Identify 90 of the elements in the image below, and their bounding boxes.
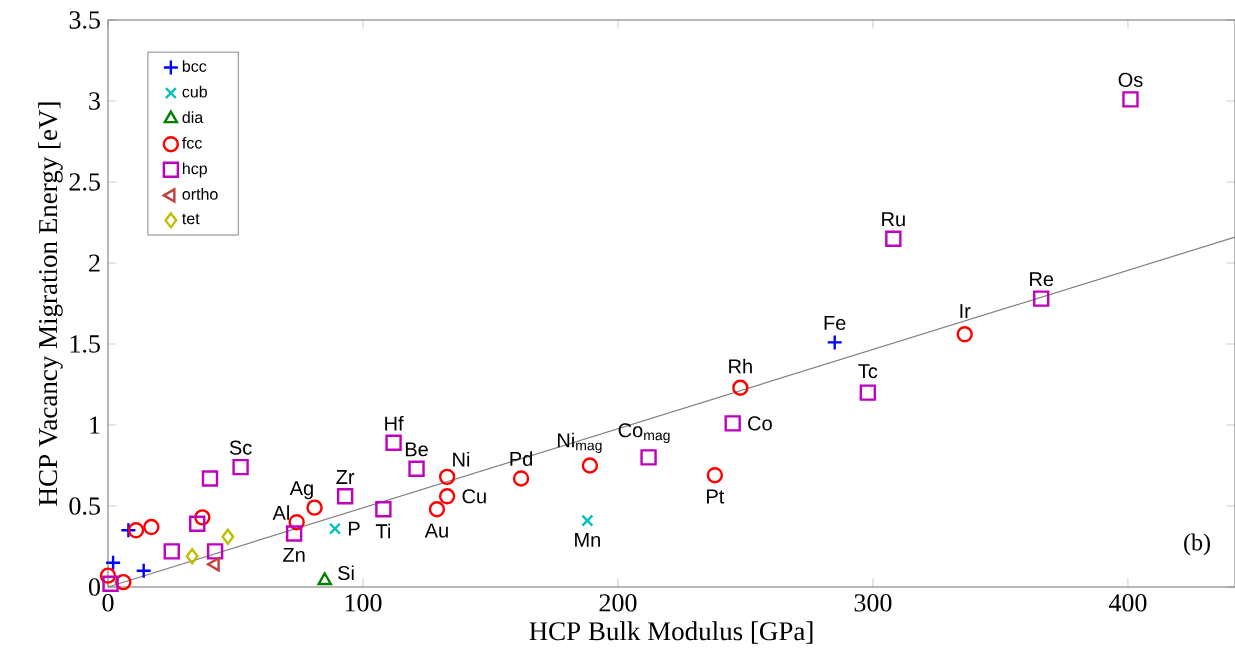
annotation: Pt bbox=[707, 489, 725, 504]
annotation: Ti bbox=[375, 523, 391, 539]
annotation: Al bbox=[272, 505, 289, 520]
point bbox=[99, 567, 117, 584]
legend-label: fcc bbox=[182, 136, 202, 149]
annotation: Be bbox=[405, 442, 428, 457]
y-tick-label: 3 bbox=[89, 92, 100, 110]
x-axis-title: HCP Bulk Modulus [GPa] bbox=[529, 621, 813, 644]
x-tick-label: 0 bbox=[102, 594, 114, 612]
point bbox=[328, 522, 342, 535]
point bbox=[706, 467, 724, 484]
y-tick-label: 1.5 bbox=[70, 335, 100, 353]
annotation: Os bbox=[1118, 72, 1143, 87]
point bbox=[1033, 290, 1050, 307]
point bbox=[336, 488, 354, 505]
annotation: Co bbox=[748, 416, 772, 431]
point bbox=[885, 230, 902, 247]
point bbox=[163, 543, 180, 560]
annotation: Pd bbox=[510, 451, 533, 467]
annotation: Au bbox=[424, 523, 448, 538]
annotation: Co$_{mag}$ bbox=[618, 423, 670, 444]
annotation: Fe bbox=[824, 316, 846, 330]
annotation: Tc bbox=[858, 364, 878, 379]
point bbox=[724, 415, 741, 432]
point bbox=[512, 470, 530, 487]
annotation: Ru bbox=[882, 212, 905, 227]
point bbox=[206, 543, 224, 560]
point bbox=[1122, 91, 1139, 108]
y-tick-label: 3.5 bbox=[69, 11, 100, 29]
legend-label: tet bbox=[182, 213, 200, 225]
legend-label: bcc bbox=[182, 60, 207, 72]
point bbox=[288, 514, 305, 531]
annotation: Ag bbox=[289, 481, 313, 500]
y-tick-label: 2.5 bbox=[69, 173, 100, 191]
annotation: P bbox=[348, 521, 360, 536]
point bbox=[221, 528, 235, 545]
annotation: Mn bbox=[575, 532, 600, 547]
legend-label: ortho bbox=[182, 188, 218, 200]
annotation: (b) bbox=[1184, 533, 1210, 556]
point bbox=[581, 457, 599, 474]
point bbox=[306, 499, 323, 516]
x-tick-label: 400 bbox=[1108, 594, 1147, 612]
annotation: Rh bbox=[729, 358, 752, 374]
point bbox=[385, 434, 402, 452]
legend-label: cub bbox=[182, 85, 207, 98]
point bbox=[859, 384, 877, 401]
y-tick-label: 0.5 bbox=[69, 497, 100, 515]
point bbox=[185, 548, 199, 565]
annotation: Ni$_{mag}$ bbox=[557, 432, 602, 454]
x-tick-label: 300 bbox=[854, 594, 892, 612]
point bbox=[640, 449, 657, 466]
point bbox=[581, 514, 594, 527]
annotation: Hf bbox=[385, 415, 404, 431]
point bbox=[285, 525, 303, 542]
point bbox=[408, 460, 425, 477]
x-tick-label: 200 bbox=[599, 594, 637, 612]
point bbox=[375, 501, 392, 518]
annotation: Re bbox=[1030, 272, 1054, 287]
annotation: Si bbox=[338, 565, 354, 581]
point bbox=[120, 522, 137, 539]
annotation: Zr bbox=[336, 470, 355, 484]
point bbox=[115, 573, 132, 591]
point bbox=[956, 326, 973, 343]
legend-label: dia bbox=[182, 111, 204, 124]
annotation: Cu bbox=[462, 489, 486, 504]
point bbox=[143, 518, 160, 536]
point bbox=[732, 379, 749, 396]
point bbox=[826, 334, 843, 351]
annotation: Zn bbox=[283, 547, 305, 562]
y-tick-label: 1 bbox=[90, 416, 100, 434]
point bbox=[232, 458, 249, 476]
annotation: Ir bbox=[960, 304, 971, 318]
point bbox=[438, 488, 456, 505]
point bbox=[428, 501, 446, 518]
point bbox=[194, 509, 211, 526]
legend-label: hcp bbox=[182, 162, 207, 178]
annotation: Sc bbox=[229, 440, 252, 455]
point bbox=[189, 515, 206, 533]
annotation: Ni bbox=[453, 451, 470, 467]
point bbox=[438, 468, 456, 486]
point bbox=[201, 470, 219, 487]
point bbox=[102, 575, 119, 592]
y-tick-label: 2 bbox=[89, 254, 100, 272]
x-tick-label: 100 bbox=[345, 594, 382, 612]
y-axis-title: HCP Vacancy Migration Energy [eV] bbox=[38, 102, 63, 506]
point bbox=[104, 554, 122, 571]
y-tick-label: 0 bbox=[88, 578, 100, 596]
point bbox=[317, 572, 332, 586]
point bbox=[127, 522, 145, 539]
point bbox=[135, 562, 152, 579]
